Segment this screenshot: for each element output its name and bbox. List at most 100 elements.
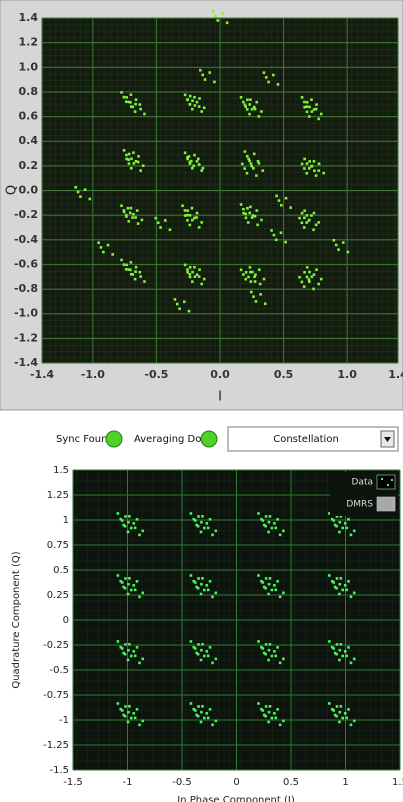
point <box>208 518 212 521</box>
point <box>310 164 313 168</box>
point <box>119 517 123 521</box>
point <box>120 258 123 262</box>
point <box>343 584 347 587</box>
point <box>332 647 335 650</box>
point <box>349 723 353 727</box>
point <box>192 645 196 649</box>
point <box>268 515 272 518</box>
point <box>122 585 125 589</box>
point <box>271 73 275 77</box>
y-tick-label: 0.4 <box>19 134 39 147</box>
point <box>300 96 304 99</box>
point <box>154 216 158 220</box>
point <box>317 282 320 286</box>
point <box>134 270 137 273</box>
point <box>254 300 258 303</box>
point <box>300 280 304 284</box>
point <box>120 647 124 650</box>
point <box>260 517 263 521</box>
point <box>276 518 279 521</box>
point <box>328 574 331 577</box>
point <box>205 650 209 653</box>
point <box>186 270 189 274</box>
point <box>213 80 216 84</box>
point <box>225 21 229 25</box>
point <box>186 218 189 222</box>
point <box>128 577 131 580</box>
point <box>330 579 334 583</box>
point <box>338 710 342 714</box>
x-tick-label: -1.0 <box>81 368 105 381</box>
point <box>132 712 136 715</box>
point <box>195 100 199 104</box>
point <box>197 705 200 708</box>
point <box>250 107 254 111</box>
point <box>214 529 218 533</box>
point <box>135 209 139 212</box>
point <box>332 519 335 522</box>
x-tick-label: 1.4 <box>388 368 403 381</box>
point <box>339 643 343 646</box>
point <box>242 211 245 215</box>
point <box>122 209 126 212</box>
point <box>347 518 350 521</box>
point <box>303 270 306 274</box>
point <box>284 196 288 200</box>
point <box>345 654 348 658</box>
point <box>253 280 257 283</box>
point <box>141 164 145 168</box>
point <box>195 159 199 163</box>
point <box>330 645 334 649</box>
point <box>211 723 214 727</box>
point <box>312 211 316 215</box>
point <box>134 98 138 101</box>
point <box>267 582 271 586</box>
point <box>267 530 270 534</box>
point <box>257 512 260 515</box>
point <box>273 584 276 587</box>
point <box>206 716 210 720</box>
point <box>188 275 192 279</box>
point <box>267 592 270 596</box>
point <box>341 588 345 592</box>
point <box>264 515 268 518</box>
point <box>239 96 243 99</box>
point <box>211 661 214 665</box>
point <box>300 221 304 225</box>
point <box>188 272 192 276</box>
point <box>195 651 198 655</box>
x-tick-label: -0.5 <box>172 777 192 788</box>
point <box>274 238 278 242</box>
y-tick-label: 0.0 <box>19 184 39 197</box>
point <box>123 652 127 656</box>
point <box>122 523 125 527</box>
point <box>201 515 204 518</box>
point <box>305 162 309 165</box>
point <box>205 522 209 525</box>
point <box>312 159 316 163</box>
point <box>276 83 280 86</box>
point <box>276 708 279 711</box>
point <box>335 515 339 518</box>
point <box>124 213 128 217</box>
y-tick-label: 1.5 <box>53 465 69 476</box>
dropdown[interactable] <box>227 426 399 452</box>
point <box>183 93 187 97</box>
point <box>244 270 248 274</box>
point <box>129 261 133 264</box>
point <box>243 103 247 107</box>
point <box>205 712 209 715</box>
x-tick-label: 1.0 <box>337 368 357 381</box>
point <box>129 206 133 210</box>
point <box>186 98 189 102</box>
point <box>129 93 133 97</box>
point <box>195 713 198 717</box>
x-tick-label: 0.0 <box>210 368 230 381</box>
point <box>203 78 207 81</box>
point <box>305 214 309 217</box>
x-axis-label: In Phase Component (I) <box>177 795 295 802</box>
point <box>333 585 337 589</box>
y-tick-label: 1.0 <box>19 60 39 73</box>
point <box>303 157 306 161</box>
